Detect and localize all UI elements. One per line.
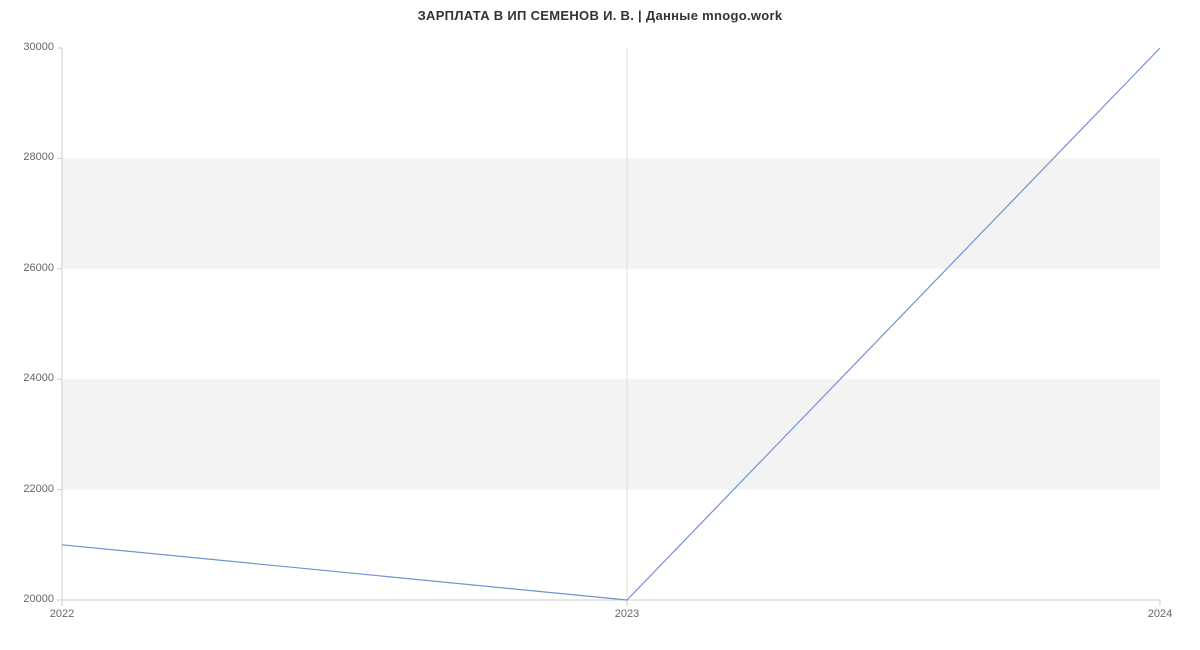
x-tick-label: 2024 — [1148, 608, 1172, 620]
y-tick-label: 24000 — [6, 372, 54, 384]
chart-canvas — [0, 0, 1200, 650]
y-tick-label: 28000 — [6, 151, 54, 163]
y-tick-label: 30000 — [6, 41, 54, 53]
y-tick-label: 20000 — [6, 593, 54, 605]
y-tick-label: 22000 — [6, 483, 54, 495]
salary-chart: ЗАРПЛАТА В ИП СЕМЕНОВ И. В. | Данные mno… — [0, 0, 1200, 650]
x-tick-label: 2023 — [615, 608, 639, 620]
y-tick-label: 26000 — [6, 262, 54, 274]
x-tick-label: 2022 — [50, 608, 74, 620]
